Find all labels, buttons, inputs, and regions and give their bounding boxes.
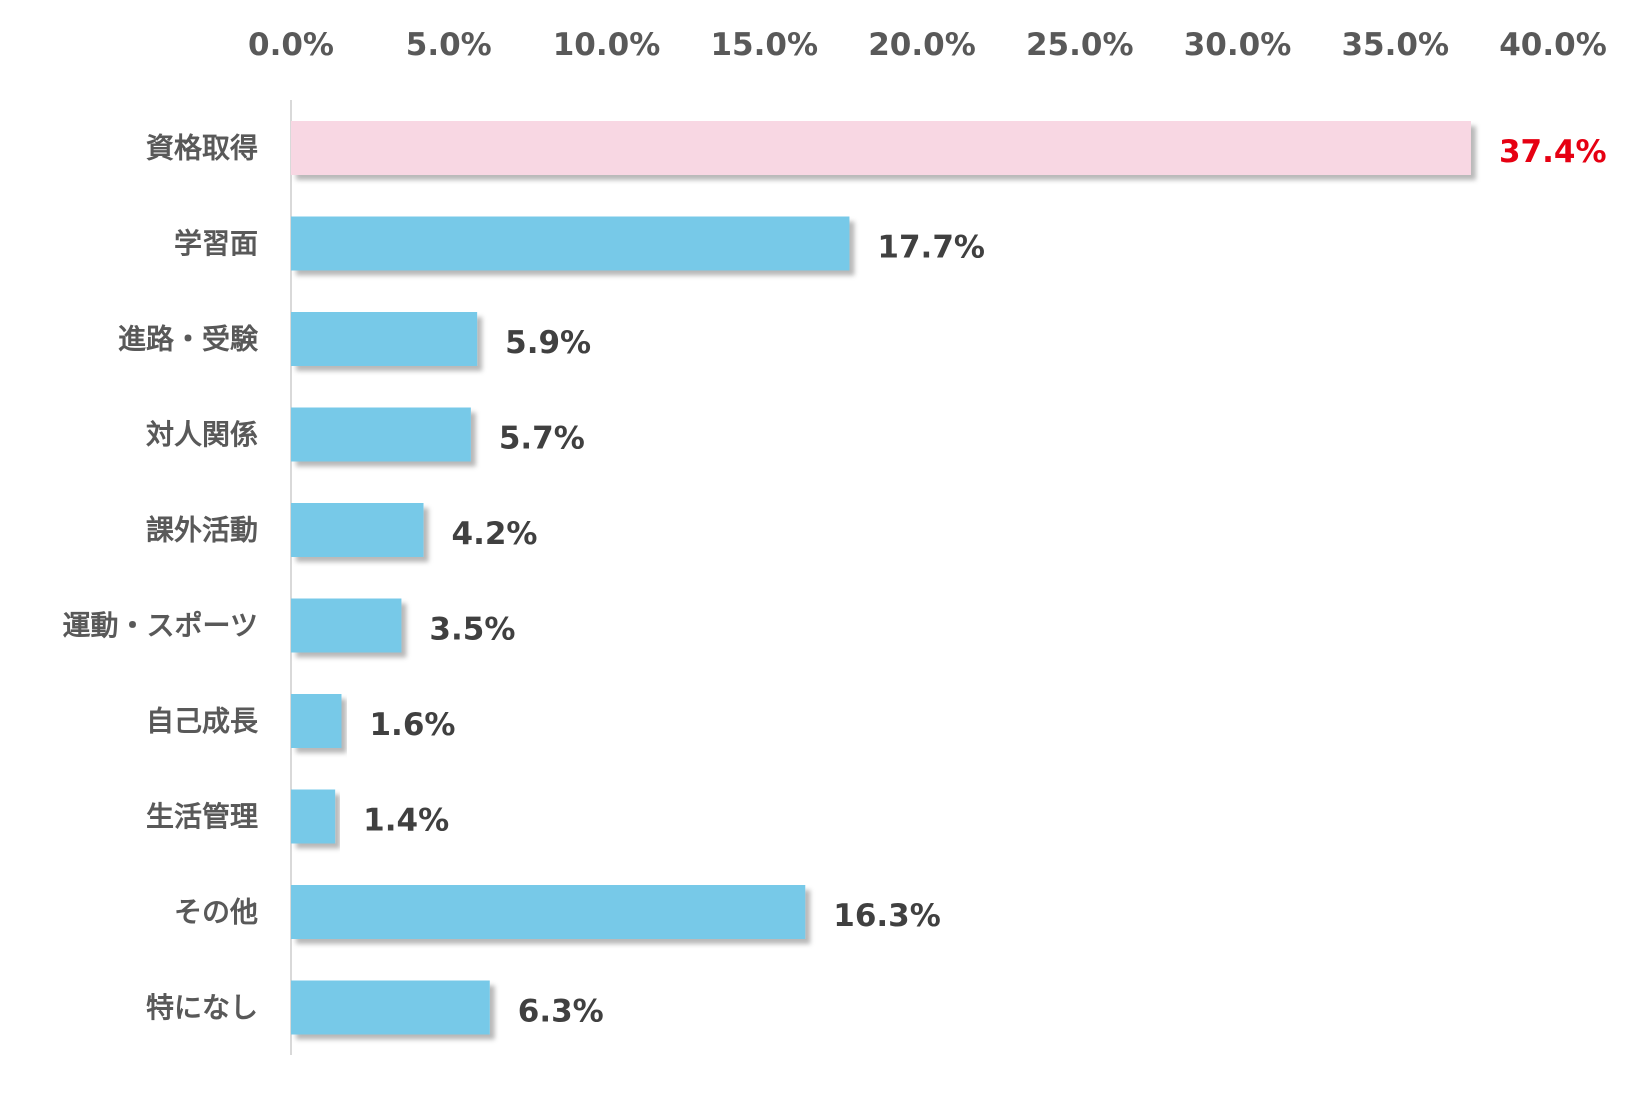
data-label: 1.6%: [369, 707, 455, 743]
data-label: 37.4%: [1499, 134, 1607, 170]
bar: [291, 694, 342, 748]
data-label: 3.5%: [429, 612, 515, 648]
category-label: 学習面: [174, 227, 258, 260]
x-tick-label: 20.0%: [868, 27, 976, 63]
data-label: 1.4%: [363, 803, 449, 839]
category-label: 課外活動: [146, 514, 258, 547]
x-tick-label: 10.0%: [553, 27, 661, 63]
data-label: 4.2%: [452, 516, 538, 552]
data-label: 5.7%: [499, 421, 585, 457]
category-label: 自己成長: [146, 705, 259, 738]
x-tick-label: 0.0%: [248, 27, 334, 63]
data-label: 6.3%: [518, 994, 604, 1030]
bar: [291, 980, 490, 1035]
bar: [291, 598, 402, 653]
category-label: 資格取得: [146, 132, 258, 165]
data-label: 16.3%: [833, 898, 941, 934]
x-tick-label: 15.0%: [710, 27, 818, 63]
category-label: 生活管理: [146, 800, 258, 833]
category-label: 運動・スポーツ: [63, 609, 258, 642]
category-label: 特になし: [146, 991, 258, 1024]
data-label: 5.9%: [505, 325, 591, 361]
x-tick-label: 25.0%: [1026, 27, 1134, 63]
bar: [291, 789, 336, 844]
bar: [291, 121, 1471, 175]
data-label: 17.7%: [877, 230, 985, 266]
x-tick-label: 30.0%: [1184, 27, 1292, 63]
category-label: 対人関係: [146, 418, 258, 451]
category-label: その他: [174, 896, 258, 929]
bar: [291, 312, 478, 366]
bar: [291, 885, 806, 939]
bar: [291, 216, 850, 271]
category-label: 進路・受験: [118, 323, 259, 356]
bar: [291, 503, 424, 557]
x-tick-label: 35.0%: [1341, 27, 1449, 63]
x-tick-label: 40.0%: [1499, 27, 1607, 63]
bar: [291, 407, 471, 462]
x-tick-label: 5.0%: [406, 27, 492, 63]
